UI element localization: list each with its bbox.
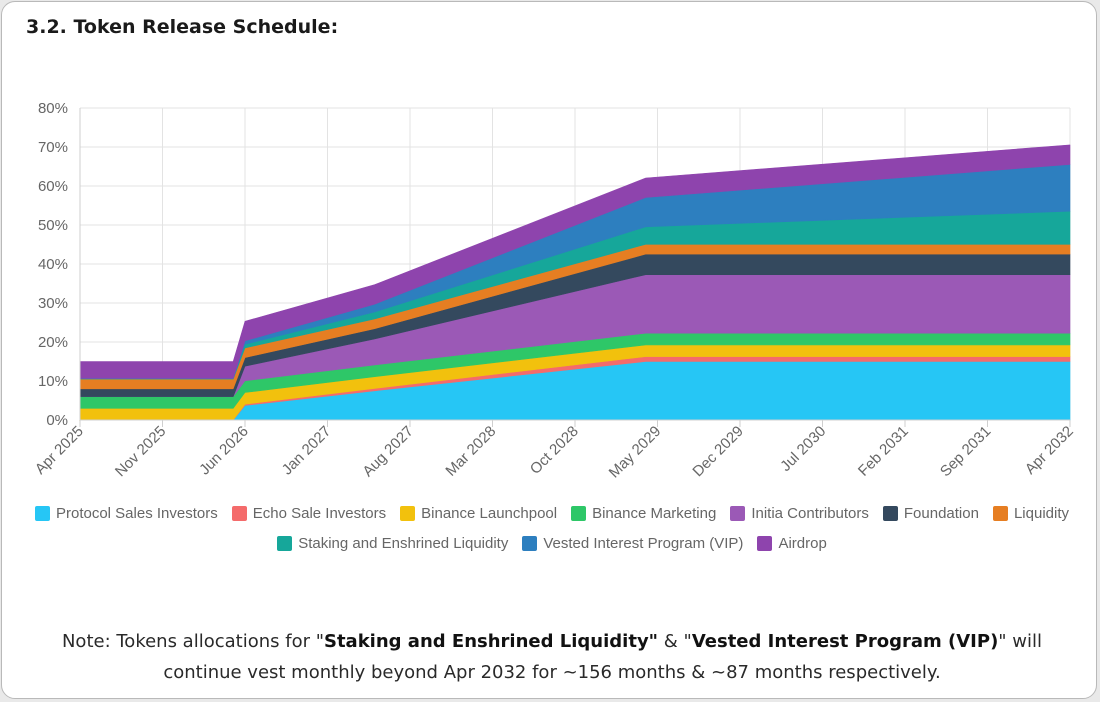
- legend-item-binance-marketing[interactable]: Binance Marketing: [571, 502, 716, 524]
- legend-swatch: [992, 505, 1008, 521]
- legend-item-staking-and-enshrined-liquidity[interactable]: Staking and Enshrined Liquidity: [277, 532, 508, 554]
- legend-item-echo-sale-investors[interactable]: Echo Sale Investors: [231, 502, 387, 524]
- x-tick-label: Sep 2031: [937, 423, 994, 480]
- y-tick-label: 10%: [38, 373, 68, 390]
- legend-swatch: [277, 535, 293, 551]
- legend-swatch: [34, 505, 50, 521]
- y-tick-label: 0%: [46, 412, 68, 429]
- y-tick-label: 40%: [38, 256, 68, 273]
- x-tick-label: Feb 2031: [855, 423, 912, 480]
- chart-legend: Protocol Sales Investors Echo Sale Invest…: [22, 502, 1082, 554]
- y-tick-label: 60%: [38, 178, 68, 195]
- x-tick-label: Apr 2032: [1022, 423, 1077, 478]
- y-tick-label: 80%: [38, 100, 68, 117]
- y-tick-label: 50%: [38, 217, 68, 234]
- x-tick-label: Aug 2027: [359, 423, 416, 480]
- legend-item-liquidity[interactable]: Liquidity: [992, 502, 1069, 524]
- legend-item-initia-contributors[interactable]: Initia Contributors: [730, 502, 869, 524]
- x-tick-label: Nov 2025: [112, 423, 169, 480]
- legend-swatch: [882, 505, 898, 521]
- legend-label: Staking and Enshrined Liquidity: [298, 534, 509, 552]
- legend-item-vested-interest-program-vip[interactable]: Vested Interest Program (VIP): [522, 532, 743, 554]
- x-tick-label: Oct 2028: [527, 423, 582, 478]
- x-tick-label: Mar 2028: [442, 423, 499, 480]
- note-term-vip: Vested Interest Program (VIP): [691, 631, 999, 652]
- legend-swatch: [522, 535, 538, 551]
- y-tick-label: 30%: [38, 295, 68, 312]
- x-tick-label: Jul 2030: [777, 423, 829, 475]
- legend-label: Binance Marketing: [592, 504, 717, 522]
- legend-item-binance-launchpool[interactable]: Binance Launchpool: [400, 502, 557, 524]
- x-tick-label: Jun 2026: [196, 423, 252, 479]
- note-term-staking: Staking and Enshrined Liquidity": [323, 631, 659, 652]
- note-middle: & ": [658, 631, 692, 652]
- legend-label: Foundation: [903, 504, 979, 522]
- legend-swatch: [730, 505, 746, 521]
- legend-label: Initia Contributors: [751, 504, 869, 522]
- legend-swatch: [571, 505, 587, 521]
- y-tick-label: 70%: [38, 139, 68, 156]
- x-tick-label: May 2029: [606, 423, 665, 482]
- legend-swatch: [757, 535, 773, 551]
- x-tick-label: Apr 2025: [32, 423, 87, 478]
- token-release-chart: 0% 10% 20% 30% 40% 50% 60% 70% 80% Apr 2025 Nov 20…: [32, 100, 1077, 482]
- legend-swatch: [231, 505, 247, 521]
- series-area-airdrop: [79, 144, 1071, 379]
- legend-swatch: [400, 505, 416, 521]
- legend-label: Protocol Sales Investors: [55, 504, 218, 522]
- legend-label: Vested Interest Program (VIP): [543, 534, 744, 552]
- note-prefix: Note: Tokens allocations for ": [61, 631, 324, 652]
- legend-label: Liquidity: [1013, 504, 1069, 522]
- footnote: Note: Tokens allocations for "Staking an…: [32, 626, 1072, 688]
- section-title: 3.2. Token Release Schedule:: [26, 16, 339, 38]
- legend-label: Airdrop: [778, 534, 827, 552]
- legend-label: Binance Launchpool: [421, 504, 558, 522]
- x-tick-label: Dec 2029: [689, 423, 746, 480]
- y-tick-label: 20%: [38, 334, 68, 351]
- legend-item-protocol-sales-investors[interactable]: Protocol Sales Investors: [34, 502, 218, 524]
- legend-label: Echo Sale Investors: [252, 504, 387, 522]
- legend-item-airdrop[interactable]: Airdrop: [757, 532, 827, 554]
- note-suffix: " will continue vest monthly beyond Apr …: [163, 631, 1043, 683]
- legend-item-foundation[interactable]: Foundation: [882, 502, 979, 524]
- x-tick-label: Jan 2027: [279, 423, 335, 479]
